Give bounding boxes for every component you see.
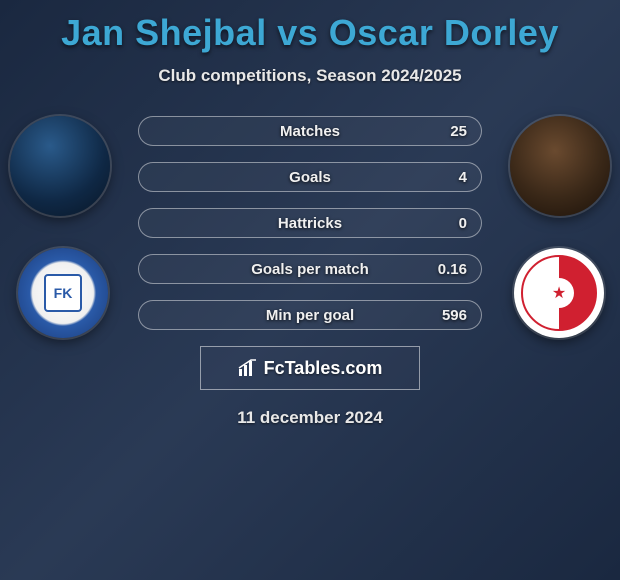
stat-value-right: 25 — [450, 123, 467, 140]
stat-row-goals: Goals 4 — [138, 162, 482, 192]
stats-bars: Matches 25 Goals 4 Hattricks 0 Goals per… — [138, 114, 482, 330]
stat-row-min-per-goal: Min per goal 596 — [138, 300, 482, 330]
stat-row-hattricks: Hattricks 0 — [138, 208, 482, 238]
comparison-panel: FK ★ Matches 25 Goals 4 Hattricks 0 Goal… — [0, 114, 620, 428]
stat-value-right: 596 — [442, 307, 467, 324]
club-right-logo: ★ — [514, 248, 604, 338]
stat-row-matches: Matches 25 — [138, 116, 482, 146]
stat-label: Hattricks — [278, 215, 342, 232]
stat-value-right: 4 — [459, 169, 467, 186]
subtitle: Club competitions, Season 2024/2025 — [0, 66, 620, 86]
page-title: Jan Shejbal vs Oscar Dorley — [0, 0, 620, 54]
club-left-logo: FK — [18, 248, 108, 338]
brand-text: FcTables.com — [264, 358, 383, 379]
bar-chart-icon — [238, 359, 258, 377]
star-icon: ★ — [544, 278, 574, 308]
stat-label: Goals — [289, 169, 331, 186]
player-left-avatar — [10, 116, 110, 216]
stat-label: Min per goal — [266, 307, 354, 324]
brand-box[interactable]: FcTables.com — [200, 346, 420, 390]
stat-row-goals-per-match: Goals per match 0.16 — [138, 254, 482, 284]
date-label: 11 december 2024 — [0, 408, 620, 428]
stat-value-right: 0.16 — [438, 261, 467, 278]
stat-label: Matches — [280, 123, 340, 140]
stat-value-right: 0 — [459, 215, 467, 232]
club-right-badge: ★ — [521, 255, 597, 331]
stat-label: Goals per match — [251, 261, 369, 278]
club-left-initials: FK — [44, 274, 82, 312]
player-right-avatar — [510, 116, 610, 216]
